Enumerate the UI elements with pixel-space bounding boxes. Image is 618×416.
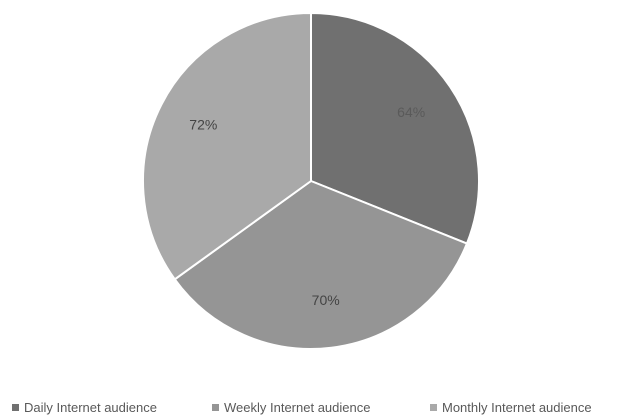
pie-plot-area: 64% 70% 72% bbox=[141, 11, 481, 351]
legend-label-1: Weekly Internet audience bbox=[224, 400, 371, 415]
legend-item-2: Monthly Internet audience bbox=[430, 400, 592, 415]
legend-swatch-2 bbox=[430, 404, 437, 411]
pie-slice-1 bbox=[173, 179, 469, 351]
legend-label-2: Monthly Internet audience bbox=[442, 400, 592, 415]
data-label-0: 64% bbox=[397, 104, 425, 120]
legend-swatch-0 bbox=[12, 404, 19, 411]
legend-swatch-1 bbox=[212, 404, 219, 411]
data-label-1: 70% bbox=[312, 292, 340, 308]
legend-label-0: Daily Internet audience bbox=[24, 400, 157, 415]
legend: Daily Internet audience Weekly Internet a… bbox=[0, 400, 618, 416]
legend-item-0: Daily Internet audience bbox=[12, 400, 157, 415]
pie-slice-0 bbox=[310, 11, 481, 245]
data-label-2: 72% bbox=[189, 117, 217, 133]
legend-item-1: Weekly Internet audience bbox=[212, 400, 370, 415]
pie-slice-2 bbox=[141, 11, 312, 281]
